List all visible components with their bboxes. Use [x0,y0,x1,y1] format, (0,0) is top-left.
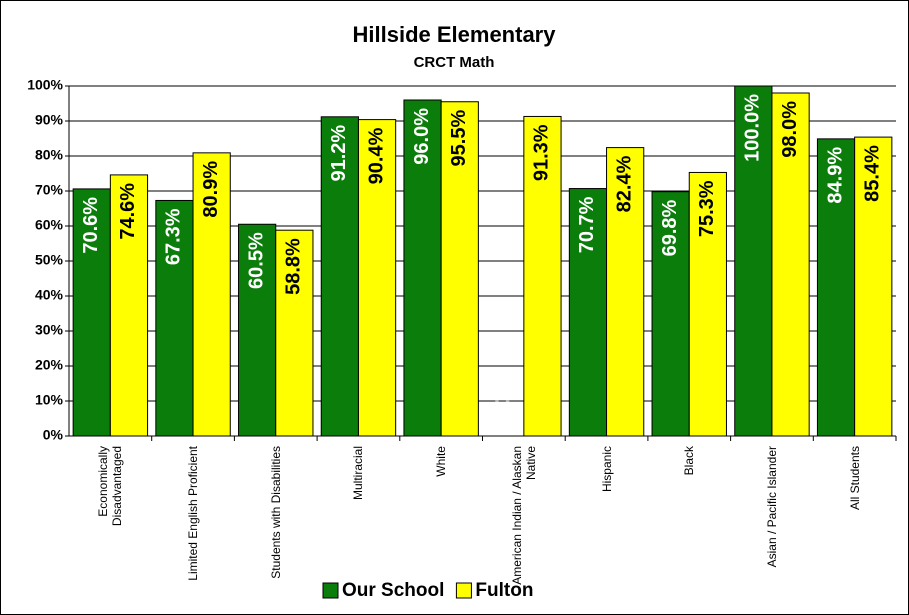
x-tick-label: White [434,446,449,477]
y-tick-label: 100% [27,77,63,93]
bar [238,223,277,437]
bar [688,171,727,437]
bar [606,147,645,437]
chart-subtitle: CRCT Math [414,54,495,71]
value-label: 91.3% [531,124,553,181]
y-tick-label: 20% [35,357,64,373]
x-tick-label: Hispanic [599,446,614,493]
value-label: 91.2% [328,125,350,182]
legend-label: Fulton [475,580,533,601]
value-label: 96.0% [411,108,433,165]
x-tick-label: Economically Disadvantaged [96,446,125,527]
legend-swatch [322,582,339,599]
value-label: 58.8% [283,238,305,295]
value-label: 98.0% [779,101,801,158]
value-label: 70.6% [80,197,102,254]
x-tick-label: American Indian / Alaskan Native [509,446,538,585]
value-label: 90.4% [365,127,387,184]
y-tick-label: 70% [35,182,64,198]
x-tick-label: Students with Disabilities [268,446,283,579]
bar [523,115,562,437]
y-tick-label: 50% [35,252,64,268]
bar [440,101,479,437]
legend-label: Our School [342,580,444,601]
value-label: 60.5% [245,232,267,289]
value-label: 70.7% [576,196,598,253]
value-label: 80.9% [200,161,222,218]
bar [854,136,893,437]
value-label: 95.5% [448,110,470,167]
value-label: 67.3% [163,208,185,265]
y-tick-label: 60% [35,217,64,233]
y-tick-label: 10% [35,392,64,408]
missing-label: -- [495,392,516,408]
bar [771,92,810,437]
bar [568,188,608,437]
chart-title: Hillside Elementary [353,22,557,47]
legend-swatch [455,582,472,599]
value-label: 75.3% [696,180,718,237]
bar [734,85,773,437]
x-tick-label: Limited English Proficient [186,446,201,581]
x-tick-label: All Students [847,446,862,511]
y-tick-label: 80% [35,147,64,163]
bar [357,119,397,437]
y-tick-label: 30% [35,322,64,338]
bar [275,229,314,437]
bar [320,116,359,437]
y-tick-label: 0% [43,427,64,443]
value-label: 84.9% [824,147,846,204]
x-tick-label: Black [682,446,697,476]
value-label: 74.6% [117,183,139,240]
value-label: 82.4% [613,155,635,212]
y-tick-label: 90% [35,112,64,128]
value-label: 85.4% [862,145,884,202]
y-tick-label: 40% [35,287,64,303]
x-tick-label: Asian / Pacific Islander [764,446,779,568]
value-label: 100.0% [742,94,764,162]
x-tick-label: Multiracial [351,446,366,501]
bar [109,174,149,437]
value-label: 69.8% [659,199,681,256]
